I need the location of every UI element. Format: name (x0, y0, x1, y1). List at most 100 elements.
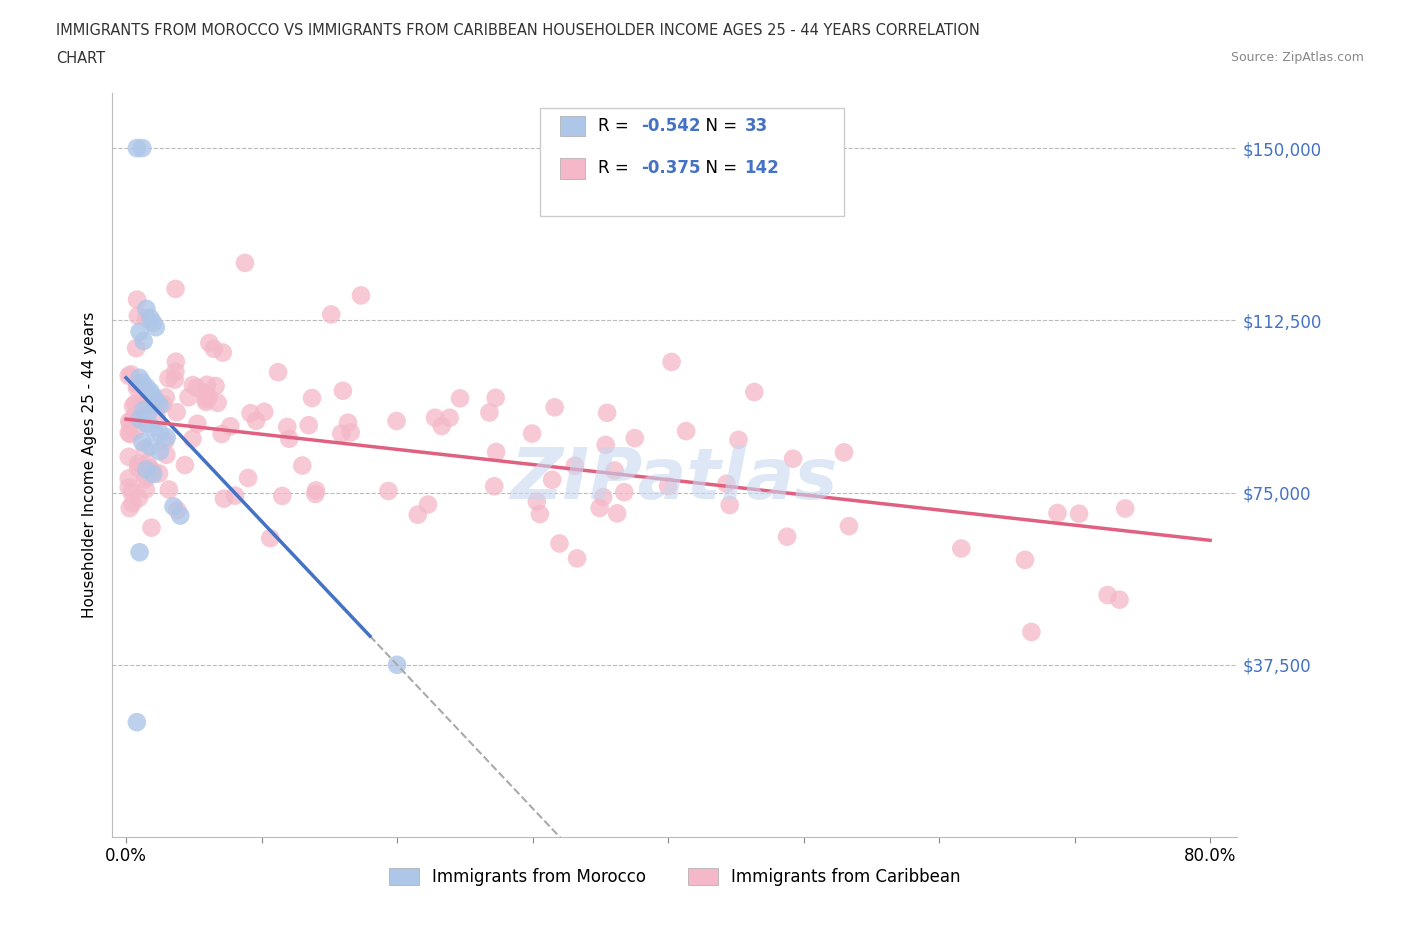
Point (186, 380, 208, 395)
Point (332, 383, 354, 398)
Point (145, 409, 167, 424)
Point (529, 507, 551, 522)
Point (152, 397, 174, 412)
Point (139, 395, 162, 410)
Point (142, 467, 165, 482)
Point (127, 309, 149, 324)
Point (564, 458, 586, 473)
Point (485, 391, 508, 405)
Point (195, 378, 218, 392)
Point (128, 412, 150, 427)
Point (657, 479, 679, 494)
Point (146, 399, 169, 414)
Point (541, 472, 564, 487)
Point (124, 396, 146, 411)
Point (1097, 588, 1119, 603)
Point (606, 506, 628, 521)
Point (406, 507, 429, 522)
Point (128, 490, 150, 505)
Point (153, 433, 176, 448)
Point (181, 378, 204, 392)
Point (135, 417, 157, 432)
Point (149, 425, 172, 440)
FancyBboxPatch shape (560, 158, 585, 179)
Point (245, 414, 267, 429)
FancyBboxPatch shape (560, 115, 585, 136)
Point (136, 407, 159, 422)
Text: -0.375: -0.375 (641, 159, 700, 178)
Point (120, 416, 142, 431)
Point (832, 445, 855, 459)
Point (121, 485, 143, 500)
Point (157, 482, 180, 497)
Point (1021, 625, 1043, 640)
Point (165, 282, 187, 297)
Text: 33: 33 (745, 117, 768, 135)
Point (416, 498, 439, 512)
Point (1046, 506, 1069, 521)
Point (305, 483, 328, 498)
Point (716, 476, 738, 491)
Point (139, 439, 162, 454)
Point (195, 394, 218, 409)
Point (139, 311, 162, 325)
Text: -0.542: -0.542 (641, 117, 700, 135)
Point (135, 301, 157, 316)
Point (385, 414, 408, 429)
Point (128, 325, 150, 339)
Point (125, 292, 148, 307)
Point (1108, 592, 1130, 607)
Point (135, 379, 157, 394)
Point (613, 485, 636, 499)
Point (1014, 552, 1036, 567)
FancyBboxPatch shape (540, 108, 844, 216)
Point (595, 437, 617, 452)
Point (120, 367, 142, 382)
Text: R =: R = (599, 117, 634, 135)
Point (118, 425, 141, 440)
Point (330, 426, 353, 441)
Point (186, 417, 208, 432)
Point (484, 479, 506, 494)
Point (623, 431, 645, 445)
Point (132, 403, 155, 418)
Text: IMMIGRANTS FROM MOROCCO VS IMMIGRANTS FROM CARIBBEAN HOUSEHOLDER INCOME AGES 25 : IMMIGRANTS FROM MOROCCO VS IMMIGRANTS FR… (56, 23, 980, 38)
Point (118, 471, 141, 485)
Point (121, 496, 143, 511)
Point (135, 462, 157, 477)
Point (198, 336, 221, 351)
Point (135, 482, 157, 497)
Point (337, 415, 360, 430)
Point (118, 449, 141, 464)
Point (174, 458, 197, 472)
Point (267, 365, 290, 379)
Point (127, 456, 149, 471)
Point (298, 418, 321, 432)
Point (1114, 501, 1136, 516)
Point (135, 311, 157, 325)
Point (127, 377, 149, 392)
Point (149, 398, 172, 413)
Point (157, 371, 180, 386)
Point (291, 458, 314, 473)
Point (430, 418, 453, 433)
Point (219, 418, 242, 433)
Point (169, 508, 191, 523)
Point (142, 464, 165, 479)
Point (661, 354, 683, 369)
Point (118, 368, 141, 383)
Point (127, 460, 149, 475)
Point (166, 503, 188, 518)
Point (165, 354, 187, 369)
Point (439, 410, 461, 425)
Point (125, 715, 148, 730)
Point (135, 469, 157, 484)
Point (118, 414, 141, 429)
Point (141, 520, 163, 535)
Point (718, 498, 741, 512)
Point (122, 399, 145, 414)
Point (132, 398, 155, 413)
Point (339, 425, 361, 440)
Point (195, 386, 218, 401)
Point (134, 442, 156, 457)
